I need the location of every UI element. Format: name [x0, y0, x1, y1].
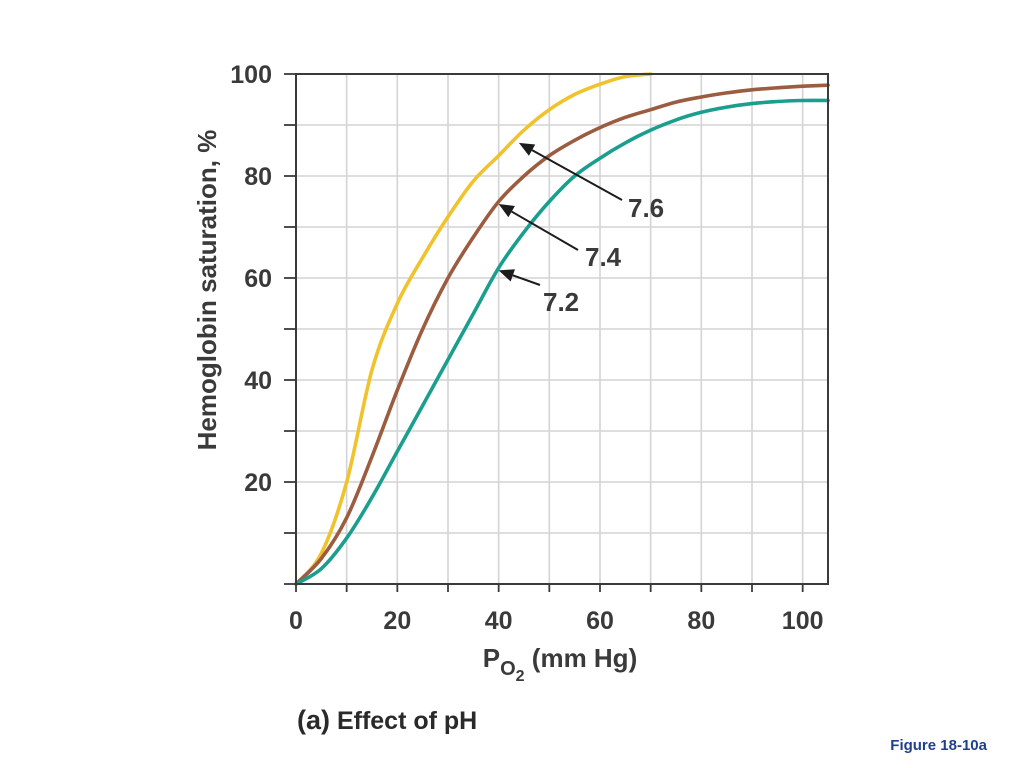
gridlines — [296, 74, 828, 584]
y-tick-label: 100 — [230, 61, 272, 89]
annotations: 7.67.47.2 — [498, 142, 664, 317]
series-line-ph-7-2 — [294, 98, 830, 586]
y-tick-label: 40 — [244, 367, 272, 395]
figure-number: Figure 18-10a — [890, 737, 987, 754]
figure-caption: (a) Effect of pH — [297, 705, 477, 735]
annotation-arrow-head — [518, 142, 536, 156]
axes — [284, 73, 829, 592]
x-tick-label: 20 — [383, 607, 411, 635]
x-axis-label-p: P — [483, 643, 500, 673]
annotation-arrow-head — [498, 269, 515, 282]
caption-panel-letter: (a) — [297, 705, 330, 735]
y-tick-label: 60 — [244, 265, 272, 293]
annotation-arrow-shaft — [531, 149, 623, 201]
annotation-label-ph: 7.4 — [585, 242, 622, 272]
annotation-arrow-head — [498, 204, 515, 218]
x-axis-label-units: (mm Hg) — [525, 643, 638, 673]
series-line-ph-7-6 — [294, 72, 653, 586]
annotation-label-ph: 7.6 — [628, 193, 664, 223]
series-line-ph-7-4 — [294, 83, 830, 586]
series-lines — [294, 72, 830, 586]
y-axis-label: Hemoglobin saturation, % — [192, 130, 222, 451]
tick-labels: 0 20 40 60 80 100 20 40 60 80 100 — [230, 61, 823, 635]
x-tick-label: 0 — [289, 607, 303, 635]
x-tick-label: 40 — [485, 607, 513, 635]
y-tick-label: 20 — [244, 469, 272, 497]
y-tick-label: 80 — [244, 163, 272, 191]
x-tick-label: 80 — [687, 607, 715, 635]
annotation-label-ph: 7.2 — [543, 287, 579, 317]
caption-text: Effect of pH — [330, 707, 477, 735]
x-axis-label: PO2 (mm Hg) — [483, 643, 637, 685]
x-axis-label-subscript: O — [500, 658, 516, 680]
x-tick-label: 60 — [586, 607, 614, 635]
annotation-arrow-shaft — [511, 210, 579, 251]
x-axis-label-subsubscript: 2 — [516, 668, 525, 685]
annotation-arrow-shaft — [512, 274, 541, 286]
x-tick-label: 100 — [782, 607, 824, 635]
